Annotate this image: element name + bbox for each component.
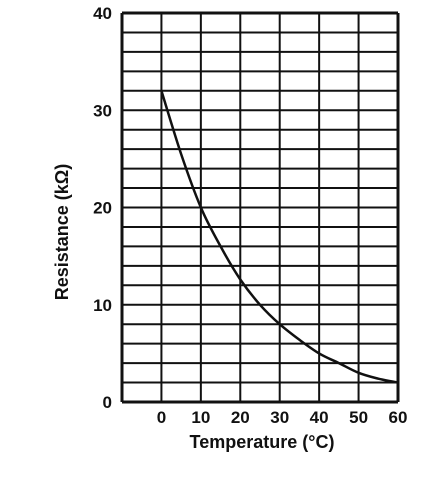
x-tick-label: 50: [349, 408, 368, 427]
y-tick-label: 10: [93, 296, 112, 315]
x-axis-ticks: 0 10 20 30 40 50 60: [157, 408, 408, 427]
x-tick-label: 40: [310, 408, 329, 427]
y-axis-ticks: 0 10 20 30 40: [93, 4, 112, 412]
x-tick-label: 20: [231, 408, 250, 427]
series-line-0: [160, 90, 399, 384]
x-tick-label: 10: [191, 408, 210, 427]
y-tick-label: 30: [93, 101, 112, 120]
x-tick-label: 0: [157, 408, 166, 427]
x-axis-label: Temperature (°C): [190, 432, 335, 452]
x-tick-label: 30: [270, 408, 289, 427]
y-tick-label: 20: [93, 199, 112, 218]
y-axis-label: Resistance (kΩ): [52, 164, 72, 301]
y-tick-label: 40: [93, 4, 112, 23]
series-curve-layer: [160, 90, 399, 384]
x-tick-label: 60: [389, 408, 408, 427]
chart-grid: [120, 11, 400, 404]
y-tick-label: 0: [103, 393, 112, 412]
